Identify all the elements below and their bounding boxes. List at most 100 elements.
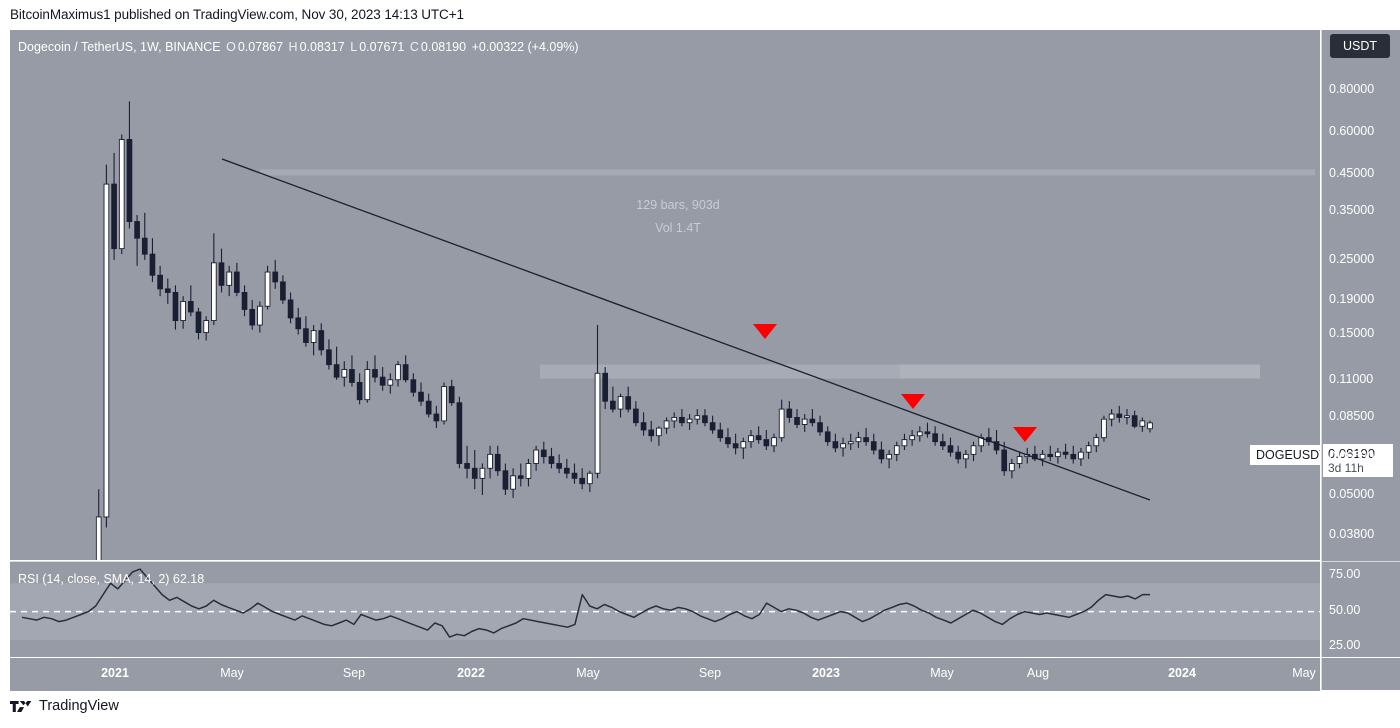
candle-body bbox=[187, 301, 194, 313]
candle-body bbox=[801, 418, 808, 425]
candle-body bbox=[1078, 451, 1084, 460]
price-scale[interactable]: USDT 0.08190 3d 11h 0.80000 0.60000 0.4500… bbox=[1321, 30, 1400, 690]
candle-body bbox=[126, 139, 133, 223]
chart-container[interactable]: Dogecoin / TetherUS, 1W, BINANCE O 0.0786… bbox=[10, 30, 1400, 691]
time-axis-label: Sep bbox=[698, 666, 722, 680]
candle-body bbox=[878, 449, 885, 460]
candle-body bbox=[755, 435, 762, 441]
candle-body bbox=[141, 237, 148, 255]
candle-body bbox=[502, 470, 509, 490]
candle-body bbox=[1055, 451, 1061, 458]
candle-body bbox=[702, 415, 708, 424]
candle-body bbox=[587, 472, 593, 485]
candle-body bbox=[1093, 437, 1100, 447]
publisher-attribution: BitcoinMaximus1 published on TradingView… bbox=[10, 7, 464, 22]
candle-body bbox=[249, 309, 256, 326]
candle-body bbox=[932, 433, 938, 443]
candle-body bbox=[548, 456, 555, 464]
candle-body bbox=[180, 301, 186, 322]
candle-body bbox=[226, 271, 233, 286]
candle-body bbox=[211, 262, 217, 322]
candle-body bbox=[1101, 418, 1107, 439]
candle-body bbox=[303, 328, 309, 343]
candle-body bbox=[103, 183, 110, 518]
rsi-pane[interactable]: RSI (14, close, SMA, 14, 2) 62.18 bbox=[10, 561, 1320, 657]
price-scale-label: 0.03800 bbox=[1329, 527, 1375, 541]
candle-series bbox=[95, 101, 1153, 560]
candlestick-plot bbox=[95, 101, 1315, 560]
candle-body bbox=[909, 435, 915, 441]
candle-body bbox=[234, 271, 240, 293]
candle-body bbox=[1108, 413, 1115, 420]
candle-body bbox=[656, 427, 662, 437]
candle-body bbox=[1139, 420, 1146, 427]
rsi-plot bbox=[10, 568, 1320, 640]
time-axis-label: May bbox=[220, 666, 244, 680]
candle-body bbox=[1147, 422, 1153, 430]
candle-body bbox=[625, 396, 632, 410]
candle-body bbox=[387, 379, 394, 386]
legend-open-value: 0.07867 bbox=[237, 40, 284, 54]
candle-body bbox=[195, 311, 202, 333]
candle-body bbox=[433, 413, 440, 422]
candle-body bbox=[379, 376, 386, 386]
last-price-value: 0.08190 bbox=[1328, 446, 1375, 461]
rejection-marker-icon bbox=[753, 324, 777, 339]
candle-body bbox=[218, 262, 225, 286]
candle-body bbox=[847, 441, 854, 445]
price-legend: Dogecoin / TetherUS, 1W, BINANCE O 0.0786… bbox=[18, 40, 581, 54]
candle-body bbox=[272, 271, 279, 283]
price-pane[interactable]: Dogecoin / TetherUS, 1W, BINANCE O 0.0786… bbox=[10, 30, 1320, 560]
candle-body bbox=[740, 441, 747, 449]
candle-body bbox=[579, 477, 585, 485]
time-axis-label: May bbox=[930, 666, 954, 680]
scale-divider-time bbox=[1322, 657, 1400, 658]
candle-body bbox=[863, 437, 869, 443]
candle-body bbox=[993, 441, 1000, 451]
price-scale-label: 0.60000 bbox=[1329, 124, 1375, 138]
candle-body bbox=[617, 396, 624, 410]
rsi-scale-label: 25.00 bbox=[1329, 638, 1361, 653]
downtrend-resistance-line[interactable] bbox=[221, 158, 1151, 501]
candle-body bbox=[1131, 415, 1138, 427]
candle-body bbox=[318, 330, 325, 351]
candle-body bbox=[479, 467, 486, 479]
candle-body bbox=[671, 416, 678, 422]
candle-body bbox=[111, 183, 117, 250]
candle-body bbox=[748, 435, 754, 443]
candle-body bbox=[280, 281, 286, 301]
candle-body bbox=[241, 292, 248, 310]
candle-body bbox=[410, 379, 417, 393]
resistance-band-upper bbox=[260, 169, 1315, 176]
candle-body bbox=[924, 431, 931, 435]
legend-low-key: L bbox=[350, 40, 358, 54]
candle-body bbox=[172, 292, 179, 322]
measure-bars-line: 129 bars, 903d bbox=[636, 198, 720, 212]
candle-body bbox=[725, 437, 731, 445]
time-axis[interactable]: 2021 May Sep 2022 May Sep 2023 May Aug 2024 May bbox=[10, 657, 1320, 691]
candle-body bbox=[970, 445, 977, 455]
candle-body bbox=[955, 451, 961, 460]
candle-body bbox=[786, 408, 793, 418]
candle-body bbox=[402, 364, 409, 381]
time-axis-label: May bbox=[1292, 666, 1316, 680]
candle-body bbox=[349, 369, 355, 383]
candle-body bbox=[610, 400, 616, 410]
rsi-scale-label: 75.00 bbox=[1329, 567, 1361, 582]
legend-symbol[interactable]: Dogecoin / TetherUS, 1W, BINANCE bbox=[18, 40, 221, 54]
candle-body bbox=[963, 453, 969, 460]
rsi-legend[interactable]: RSI (14, close, SMA, 14, 2) 62.18 bbox=[18, 572, 205, 586]
time-axis-label: Aug bbox=[1026, 666, 1050, 680]
time-axis-label: 2024 bbox=[1168, 666, 1196, 680]
candle-body bbox=[901, 439, 908, 447]
candle-body bbox=[310, 330, 317, 343]
candle-body bbox=[326, 349, 332, 366]
candle-body bbox=[1047, 453, 1054, 458]
candle-body bbox=[778, 408, 785, 439]
candle-body bbox=[448, 386, 455, 404]
symbol-price-tag: DOGEUSDT bbox=[1250, 445, 1320, 465]
last-price-tag: 0.08190 3d 11h bbox=[1323, 444, 1393, 477]
candle-body bbox=[633, 408, 639, 424]
measurement-annotation: 129 bars, 903d Vol 1.4T bbox=[636, 194, 719, 240]
candle-body bbox=[1085, 445, 1092, 453]
